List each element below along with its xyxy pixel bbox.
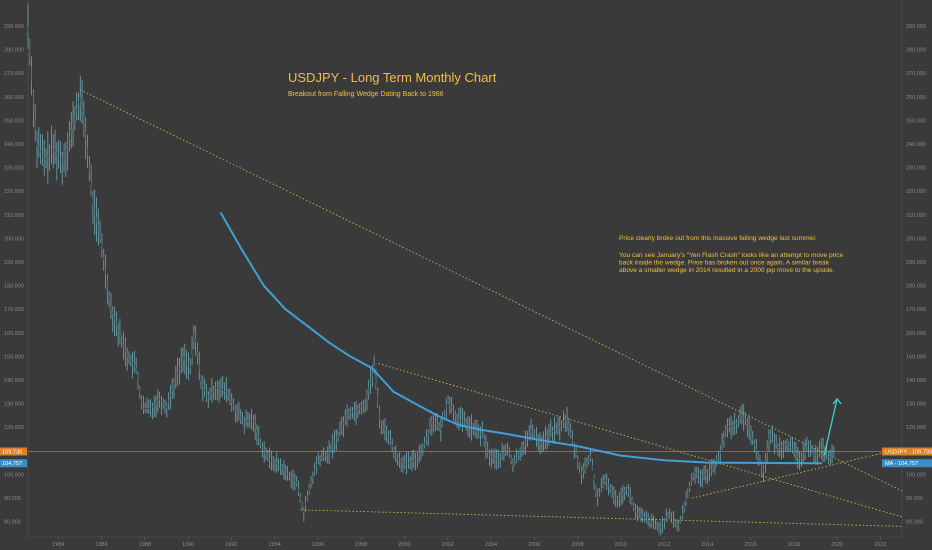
- y-tick-label-left: 130.000: [4, 402, 24, 408]
- y-tick-label-right: 220.000: [906, 189, 926, 195]
- y-tick-label-right: 270.000: [906, 71, 926, 77]
- y-tick-label-right: 120.000: [906, 425, 926, 431]
- annotation-line-1: Price clearly broke out from this massiv…: [619, 235, 817, 242]
- y-tick-label-left: 220.000: [4, 189, 24, 195]
- annotation-line-2: You can see January's "Yen Flash Crash" …: [619, 252, 844, 259]
- x-tick-label: 1998: [355, 542, 367, 548]
- y-tick-label-right: 130.000: [906, 402, 926, 408]
- y-axis-left: 80.00090.000100.000110.000120.000130.000…: [4, 24, 24, 526]
- y-tick-label-left: 170.000: [4, 307, 24, 313]
- y-tick-label-left: 90.000: [4, 496, 21, 502]
- annotation-line-3: back inside the wedge. Price has broken …: [619, 260, 830, 267]
- y-tick-label-left: 230.000: [4, 166, 24, 172]
- y-tick-label-left: 80.000: [4, 520, 21, 526]
- y-tick-label-right: 100.000: [906, 472, 926, 478]
- y-tick-label-right: 150.000: [906, 354, 926, 360]
- y-tick-label-left: 200.000: [4, 236, 24, 242]
- x-tick-label: 2020: [831, 542, 843, 548]
- y-tick-label-left: 270.000: [4, 71, 24, 77]
- wedge-bottom-major-line: [300, 509, 903, 527]
- y-tick-label-left: 190.000: [4, 260, 24, 266]
- y-tick-label-left: 120.000: [4, 425, 24, 431]
- y-tick-label-right: 280.000: [906, 48, 926, 54]
- y-tick-label-right: 80.000: [906, 520, 923, 526]
- usdjpy-tag-right-box: [882, 447, 932, 456]
- y-tick-label-left: 150.000: [4, 354, 24, 360]
- price-tags: 109.730 USDJPY - 109.730 104.757 MA - 104.7…: [0, 447, 932, 468]
- annotation-text: Price clearly broke out from this massiv…: [619, 235, 844, 274]
- x-tick-label: 2014: [701, 542, 713, 548]
- x-tick-label: 2010: [615, 542, 627, 548]
- y-tick-label-left: 250.000: [4, 118, 24, 124]
- moving-average-line: [219, 211, 823, 465]
- x-tick-label: 2000: [398, 542, 410, 548]
- y-tick-label-right: 240.000: [906, 142, 926, 148]
- ma-tag-right-text: MA - 104.757: [885, 461, 918, 467]
- y-tick-label-right: 200.000: [906, 236, 926, 242]
- y-tick-label-right: 260.000: [906, 95, 926, 101]
- ma-tag-left-text: 104.757: [2, 461, 22, 467]
- x-axis: 1984 1986 1988 1990 1992 1994 1996 1998 2000 2002…: [52, 537, 886, 548]
- x-tick-label: 2012: [658, 542, 670, 548]
- x-tick-label: 1994: [268, 542, 280, 548]
- y-tick-label-left: 210.000: [4, 213, 24, 219]
- x-tick-label: 1984: [52, 542, 64, 548]
- y-tick-label-right: 190.000: [906, 260, 926, 266]
- x-tick-label: 2006: [528, 542, 540, 548]
- x-tick-label: 1990: [182, 542, 194, 548]
- ma-tag-right-box: [882, 459, 932, 468]
- chart-subtitle: Breakout from Falling Wedge Dating Back …: [288, 91, 444, 98]
- y-axis-right: 80.00090.000100.000110.000120.000130.000…: [906, 24, 926, 526]
- y-tick-label-right: 230.000: [906, 166, 926, 172]
- y-tick-label-left: 140.000: [4, 378, 24, 384]
- price-bars: [27, 4, 835, 536]
- y-tick-label-right: 90.000: [906, 496, 923, 502]
- y-tick-label-left: 180.000: [4, 284, 24, 290]
- y-tick-label-right: 250.000: [906, 118, 926, 124]
- x-tick-label: 2022: [874, 542, 886, 548]
- x-tick-label: 1988: [139, 542, 151, 548]
- y-tick-label-right: 210.000: [906, 213, 926, 219]
- x-tick-label: 2004: [485, 542, 497, 548]
- x-tick-label: 2002: [442, 542, 454, 548]
- usdjpy-tag-left-box: [0, 447, 27, 456]
- x-tick-label: 2018: [788, 542, 800, 548]
- usdjpy-tag-right-text: USDJPY - 109.730: [885, 449, 932, 455]
- wedge-top-major-line: [79, 89, 903, 492]
- usdjpy-tag-left-text: 109.730: [2, 449, 22, 455]
- x-tick-label: 2008: [571, 542, 583, 548]
- y-tick-label-left: 280.000: [4, 48, 24, 54]
- y-tick-label-left: 290.000: [4, 24, 24, 30]
- y-tick-label-left: 240.000: [4, 142, 24, 148]
- x-tick-label: 1992: [225, 542, 237, 548]
- trendlines: [79, 89, 903, 527]
- chart-title: USDJPY - Long Term Monthly Chart: [288, 70, 497, 85]
- y-tick-label-left: 160.000: [4, 331, 24, 337]
- y-tick-label-right: 180.000: [906, 284, 926, 290]
- projection-arrow: [823, 397, 842, 456]
- wedge-lower-rising-line: [692, 448, 903, 499]
- ma-tag-left-box: [0, 459, 27, 468]
- y-tick-label-right: 160.000: [906, 331, 926, 337]
- arrow-head: [832, 397, 842, 405]
- y-tick-label-right: 170.000: [906, 307, 926, 313]
- annotation-line-4: above a smaller wedge in 2014 resulted i…: [619, 267, 835, 274]
- x-tick-label: 1986: [95, 542, 107, 548]
- price-series-line: [27, 25, 836, 530]
- arrow-shaft: [823, 398, 838, 456]
- x-tick-label: 2016: [744, 542, 756, 548]
- x-tick-label: 1996: [312, 542, 324, 548]
- y-tick-label-right: 140.000: [906, 378, 926, 384]
- y-tick-label-left: 100.000: [4, 472, 24, 478]
- y-tick-label-left: 260.000: [4, 95, 24, 101]
- y-tick-label-right: 290.000: [906, 24, 926, 30]
